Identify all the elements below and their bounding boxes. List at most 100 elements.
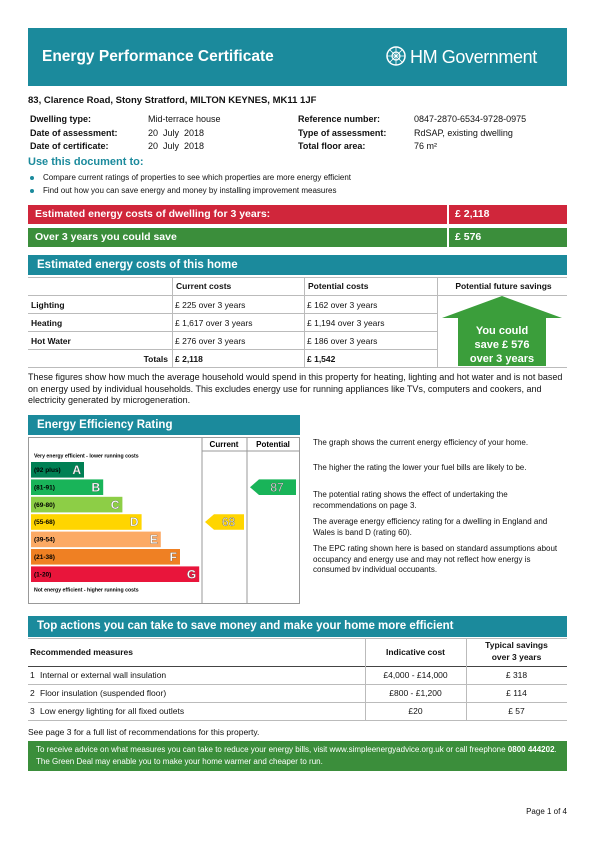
- total-cell: £ 1,542: [307, 354, 336, 364]
- rule: [437, 277, 438, 368]
- measure-saving: £ 114: [506, 688, 527, 698]
- cost-label: Hot Water: [31, 336, 71, 346]
- scale-top: Very energy efficient - lower running co…: [34, 453, 139, 459]
- use-heading: Use this document to:: [28, 156, 144, 168]
- band-range: (1-20): [34, 571, 51, 578]
- rule: [172, 277, 173, 368]
- measure-number: 3: [30, 706, 35, 716]
- rating-band: [31, 531, 161, 548]
- savings-arrow: [442, 296, 562, 366]
- detail-value: RdSAP, existing dwelling: [414, 127, 513, 138]
- rating-band: [31, 549, 180, 565]
- detail-label: Total floor area:: [298, 141, 366, 151]
- summary-label: Estimated energy costs of dwelling for 3…: [28, 205, 447, 224]
- measure-name: Low energy lighting for all fixed outlet…: [40, 706, 185, 716]
- band-letter: B: [92, 480, 101, 494]
- band-letter: C: [111, 498, 120, 512]
- brand: HM Government: [410, 47, 537, 67]
- rule: [28, 684, 567, 685]
- cost-column-header: Potential future savings: [455, 281, 552, 291]
- header-bar: [28, 28, 567, 86]
- bullet-text: Find out how you can save energy and mon…: [43, 185, 337, 195]
- rule: [365, 638, 366, 720]
- detail-value: 20 July 2018: [148, 127, 205, 138]
- detail-value: Mid-terrace house: [148, 114, 221, 124]
- crest-icon: [386, 46, 406, 66]
- phone-number: 0800 444202: [507, 745, 555, 754]
- measures-header: Recommended measures: [30, 647, 133, 657]
- detail-value: 0847-2870-6534-9728-0975: [414, 114, 527, 124]
- measure-saving: £ 57: [508, 706, 525, 716]
- see-page: See page 3 for a full list of recommenda…: [28, 727, 260, 737]
- cost-cell: £ 162 over 3 years: [307, 300, 378, 310]
- cost-header: Indicative cost: [385, 647, 446, 657]
- cost-column-header: Current costs: [176, 281, 232, 291]
- detail-label: Date of certificate:: [30, 141, 109, 151]
- scale-bottom: Not energy efficient - higher running co…: [34, 587, 139, 593]
- cost-cell: £ 186 over 3 years: [307, 336, 378, 346]
- band-range: (69-80): [34, 502, 55, 509]
- band-range: (81-91): [34, 484, 55, 491]
- band-range: (39-54): [34, 537, 55, 544]
- cost-column-header: Potential costs: [308, 281, 369, 291]
- cost-label: Heating: [31, 318, 63, 328]
- measure-cost: £20: [408, 706, 423, 716]
- measure-name: Internal or external wall insulation: [40, 670, 167, 680]
- rule: [28, 720, 567, 721]
- summary-value: £ 576: [449, 228, 567, 247]
- measure-number: 2: [30, 688, 35, 698]
- summary-value: £ 2,118: [449, 205, 567, 224]
- cost-cell: £ 225 over 3 years: [175, 300, 246, 310]
- total-cell: £ 2,118: [175, 354, 203, 364]
- rating-arrow: [205, 514, 244, 530]
- savings-text: You could: [475, 325, 529, 337]
- band-letter: E: [150, 533, 158, 547]
- page-number: Page 1 of 4: [526, 807, 567, 816]
- rule: [466, 638, 467, 720]
- rating-band: [31, 496, 123, 513]
- advice-box: To receive advice on what measures you c…: [28, 741, 567, 771]
- rule: [28, 367, 567, 368]
- rule: [28, 295, 567, 296]
- advice-text: To receive advice on what measures you c…: [36, 745, 508, 754]
- rating-band: [31, 462, 84, 478]
- cost-cell: £ 276 over 3 years: [175, 336, 246, 346]
- band-letter: G: [187, 567, 196, 581]
- rating-band: [31, 479, 104, 495]
- bullet-text: Compare current ratings of properties to…: [43, 173, 352, 182]
- rating-note: The potential rating shows the effect of…: [313, 490, 508, 510]
- column-header: Potential: [256, 440, 290, 449]
- rule: [28, 349, 437, 350]
- chart-frame: [28, 437, 300, 604]
- detail-label: Date of assessment:: [30, 127, 118, 138]
- rating-note: The EPC rating shown here is based on st…: [313, 544, 558, 572]
- measure-saving: £ 318: [505, 670, 528, 680]
- rating-value: 87: [270, 480, 284, 494]
- detail-value: 76 m²: [414, 141, 438, 151]
- section-heading: Energy Efficiency Rating: [28, 415, 300, 435]
- rule: [28, 313, 437, 314]
- total-label: Totals: [143, 354, 168, 364]
- rule: [28, 331, 437, 332]
- rating-band: [31, 566, 200, 582]
- bullet-dot: [30, 176, 34, 180]
- cost-cell: £ 1,617 over 3 years: [175, 318, 253, 328]
- measure-number: 1: [30, 670, 35, 680]
- savings-text: save £ 576: [474, 339, 530, 351]
- rating-note: The average energy efficiency rating for…: [313, 517, 548, 537]
- rule: [28, 666, 567, 667]
- band-letter: D: [130, 515, 139, 529]
- rating-arrow: [250, 479, 296, 495]
- rule: [28, 702, 567, 703]
- rating-value: 68: [222, 515, 236, 529]
- detail-value: 20 July 2018: [148, 141, 205, 151]
- band-letter: F: [170, 550, 177, 564]
- cost-label: Lighting: [31, 300, 65, 310]
- section-heading: Top actions you can take to save money a…: [28, 616, 567, 637]
- rating-note: The graph shows the current energy effic…: [313, 438, 529, 447]
- title: Energy Performance Certificate: [42, 48, 274, 65]
- cost-cell: £ 1,194 over 3 years: [307, 318, 385, 328]
- rule: [28, 638, 567, 639]
- band-letter: A: [72, 463, 81, 477]
